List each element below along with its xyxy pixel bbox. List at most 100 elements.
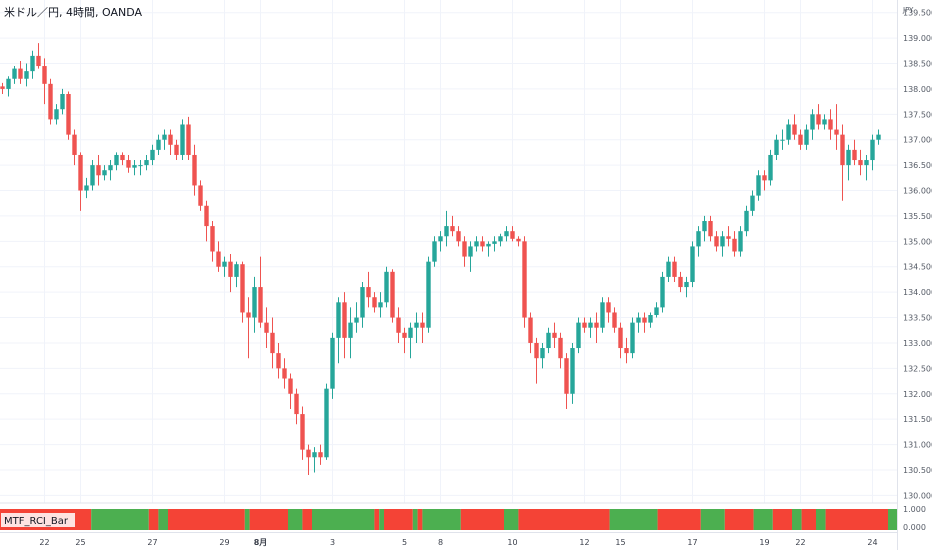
candle-down[interactable] [672, 261, 677, 277]
candle-up[interactable] [222, 261, 227, 267]
candle-down[interactable] [840, 134, 845, 166]
candle-down[interactable] [258, 287, 263, 323]
candle-up[interactable] [744, 210, 749, 232]
candle-up[interactable] [384, 271, 389, 303]
candle-up[interactable] [756, 175, 761, 196]
candle-down[interactable] [612, 312, 617, 328]
candle-up[interactable] [474, 241, 479, 247]
candle-up[interactable] [324, 388, 329, 458]
candle-up[interactable] [498, 236, 503, 242]
candle-down[interactable] [210, 226, 215, 252]
candle-up[interactable] [630, 322, 635, 354]
candle-down[interactable] [762, 175, 767, 181]
candle-up[interactable] [648, 315, 653, 323]
candle-up[interactable] [810, 114, 815, 130]
candle-down[interactable] [186, 124, 191, 155]
candle-down[interactable] [798, 134, 803, 145]
candle-down[interactable] [366, 287, 371, 298]
candle-down[interactable] [732, 238, 737, 252]
candle-up[interactable] [432, 241, 437, 262]
candle-down[interactable] [564, 358, 569, 394]
candle-down[interactable] [216, 251, 221, 267]
candle-down[interactable] [456, 231, 461, 242]
candle-up[interactable] [696, 231, 701, 247]
candle-up[interactable] [786, 124, 791, 140]
candle-up[interactable] [750, 195, 755, 211]
candle-up[interactable] [864, 160, 869, 166]
candle-up[interactable] [576, 322, 581, 349]
candle-up[interactable] [570, 348, 575, 394]
candle-down[interactable] [402, 332, 407, 338]
candle-up[interactable] [6, 78, 11, 89]
candle-up[interactable] [12, 68, 17, 79]
candle-up[interactable] [720, 236, 725, 247]
candle-up[interactable] [540, 348, 545, 359]
candle-up[interactable] [468, 246, 473, 257]
time-axis[interactable]: 22 25 27 29 8月 3 5 8 10 12 15 17 19 22 24 [39, 538, 877, 547]
candle-down[interactable] [246, 312, 251, 318]
candle-down[interactable] [42, 66, 47, 84]
candle-up[interactable] [252, 287, 257, 318]
candle-down[interactable] [18, 68, 23, 79]
candle-up[interactable] [90, 165, 95, 186]
candle-down[interactable] [522, 241, 527, 318]
candle-up[interactable] [666, 261, 671, 277]
candle-down[interactable] [96, 165, 101, 176]
candle-down[interactable] [264, 322, 269, 333]
candle-up[interactable] [102, 170, 107, 176]
candle-down[interactable] [36, 55, 41, 67]
candle-up[interactable] [588, 322, 593, 328]
candle-up[interactable] [426, 261, 431, 328]
candle-up[interactable] [54, 109, 59, 120]
candle-down[interactable] [858, 160, 863, 166]
candle-down[interactable] [228, 261, 233, 277]
candle-up[interactable] [870, 139, 875, 161]
candle-up[interactable] [780, 139, 785, 141]
candle-down[interactable] [120, 154, 125, 161]
candle-down[interactable] [126, 160, 131, 168]
candle-down[interactable] [342, 302, 347, 338]
candle-up[interactable] [654, 307, 659, 316]
candle-down[interactable] [0, 86, 5, 89]
candle-up[interactable] [876, 134, 881, 140]
candle-up[interactable] [138, 165, 143, 167]
candle-down[interactable] [528, 317, 533, 343]
candle-down[interactable] [624, 348, 629, 354]
candle-up[interactable] [684, 281, 689, 288]
candle-up[interactable] [408, 327, 413, 338]
candle-up[interactable] [774, 139, 779, 155]
candle-down[interactable] [318, 452, 323, 458]
candle-up[interactable] [336, 302, 341, 338]
candle-up[interactable] [492, 241, 497, 244]
candle-down[interactable] [534, 342, 539, 359]
candle-down[interactable] [582, 322, 587, 328]
candle-down[interactable] [642, 317, 647, 323]
candle-down[interactable] [450, 226, 455, 232]
candle-up[interactable] [144, 160, 149, 166]
candle-up[interactable] [438, 236, 443, 242]
candle-up[interactable] [846, 149, 851, 166]
candle-up[interactable] [768, 154, 773, 181]
candle-up[interactable] [348, 322, 353, 338]
candle-down[interactable] [48, 83, 53, 120]
candle-down[interactable] [852, 149, 857, 161]
indicator-name[interactable]: MTF_RCI_Bar [4, 516, 69, 527]
candle-up[interactable] [822, 119, 827, 125]
candle-up[interactable] [330, 337, 335, 389]
candle-up[interactable] [504, 231, 509, 237]
price-axis[interactable]: 139.500 139.000 138.500 138.000 137.500 137.0… [903, 9, 932, 501]
candle-up[interactable] [690, 246, 695, 282]
candle-up[interactable] [600, 302, 605, 328]
candle-down[interactable] [390, 271, 395, 318]
candle-down[interactable] [510, 231, 515, 239]
candle-up[interactable] [312, 452, 317, 458]
candle-down[interactable] [552, 332, 557, 338]
candle-down[interactable] [480, 241, 485, 247]
candle-down[interactable] [300, 414, 305, 450]
candle-down[interactable] [372, 297, 377, 308]
candle-up[interactable] [660, 276, 665, 308]
candle-down[interactable] [594, 322, 599, 328]
candle-up[interactable] [180, 124, 185, 155]
candle-up[interactable] [804, 129, 809, 145]
candle-up[interactable] [378, 302, 383, 308]
